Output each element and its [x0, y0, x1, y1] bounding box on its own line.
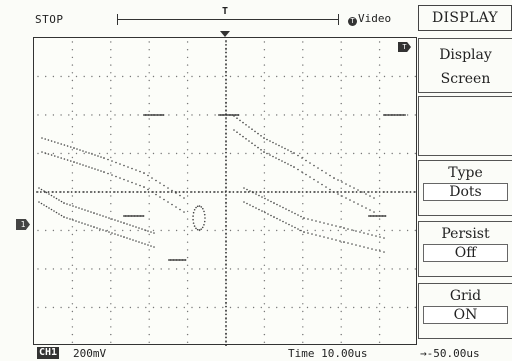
menu-item-value: Dots: [423, 183, 508, 201]
menu-item-label: Persist: [441, 226, 490, 242]
status-bar: STOP T T Video: [0, 0, 418, 30]
trigger-point-marker: [220, 31, 230, 37]
trigger-offset: →-50.00us: [420, 347, 480, 360]
display-menu: DISPLAY Display Screen Type Dots Persist…: [418, 0, 512, 361]
menu-item-value: ON: [423, 306, 508, 324]
time-base: Time 10.00us: [288, 347, 368, 360]
menu-item-value: Off: [423, 244, 508, 262]
position-bar-right-cap: [338, 14, 339, 25]
menu-display-screen-button[interactable]: Display Screen: [418, 38, 512, 93]
position-bar-left-cap: [117, 14, 118, 25]
channel1-ground-marker: 1: [16, 219, 30, 230]
menu-title: DISPLAY: [418, 5, 512, 31]
bottom-status-bar: CH1 200mV Time 10.00us →-50.00us: [0, 346, 512, 361]
ch1-volts-div: 200mV: [73, 347, 107, 360]
menu-persist-button[interactable]: Persist Off: [418, 221, 512, 277]
ch1-label: CH1: [37, 347, 60, 359]
horizontal-position-bar: [117, 19, 339, 20]
menu-type-button[interactable]: Type Dots: [418, 160, 512, 216]
trigger-icon: T: [348, 17, 357, 26]
trigger-level-marker: T: [398, 42, 411, 52]
menu-item-label: Display: [439, 47, 492, 63]
graticule: [36, 40, 416, 346]
menu-blank-button[interactable]: [418, 96, 512, 156]
menu-grid-button[interactable]: Grid ON: [418, 283, 512, 339]
trigger-mode: T Video: [348, 12, 391, 26]
run-status: STOP: [35, 13, 64, 26]
menu-item-sub: Screen: [440, 71, 491, 87]
trigger-position-icon: T: [222, 6, 229, 17]
trigger-mode-label: Video: [358, 12, 392, 25]
waveform-screen: [33, 37, 417, 346]
menu-item-label: Type: [448, 165, 483, 181]
menu-item-label: Grid: [449, 288, 482, 304]
